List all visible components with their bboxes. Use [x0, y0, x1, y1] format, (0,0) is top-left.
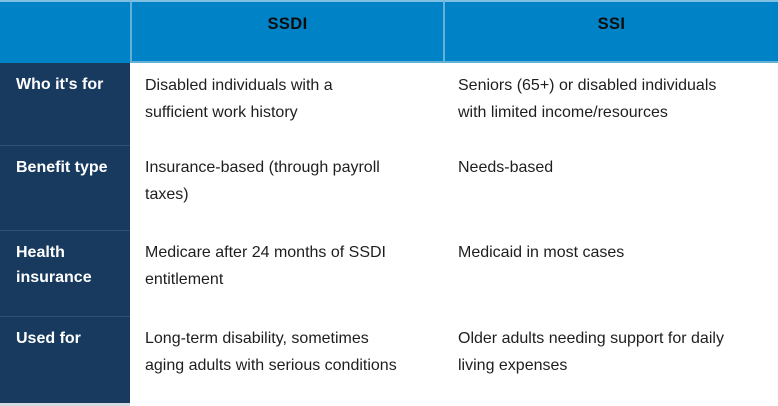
column-header-ssi: SSI	[443, 0, 778, 63]
cell-benefit-type-ssi: Needs-based	[443, 145, 778, 230]
cell-benefit-type-ssdi: Insurance-based (through payroll taxes)	[130, 145, 443, 230]
cell-who-its-for-ssdi: Disabled individuals with a sufficient w…	[130, 63, 443, 145]
header-corner-cell	[0, 0, 130, 63]
row-label-health-insurance: Health insurance	[0, 230, 130, 316]
cell-who-its-for-ssi: Seniors (65+) or disabled individuals wi…	[443, 63, 778, 145]
row-label-who-its-for: Who it's for	[0, 63, 130, 145]
column-header-ssdi: SSDI	[130, 0, 443, 63]
cell-health-insurance-ssi: Medicaid in most cases	[443, 230, 778, 316]
row-label-benefit-type: Benefit type	[0, 145, 130, 230]
row-label-used-for: Used for	[0, 316, 130, 406]
cell-health-insurance-ssdi: Medicare after 24 months of SSDI entitle…	[130, 230, 443, 316]
cell-used-for-ssi: Older adults needing support for daily l…	[443, 316, 778, 406]
cell-used-for-ssdi: Long-term disability, sometimes aging ad…	[130, 316, 443, 406]
